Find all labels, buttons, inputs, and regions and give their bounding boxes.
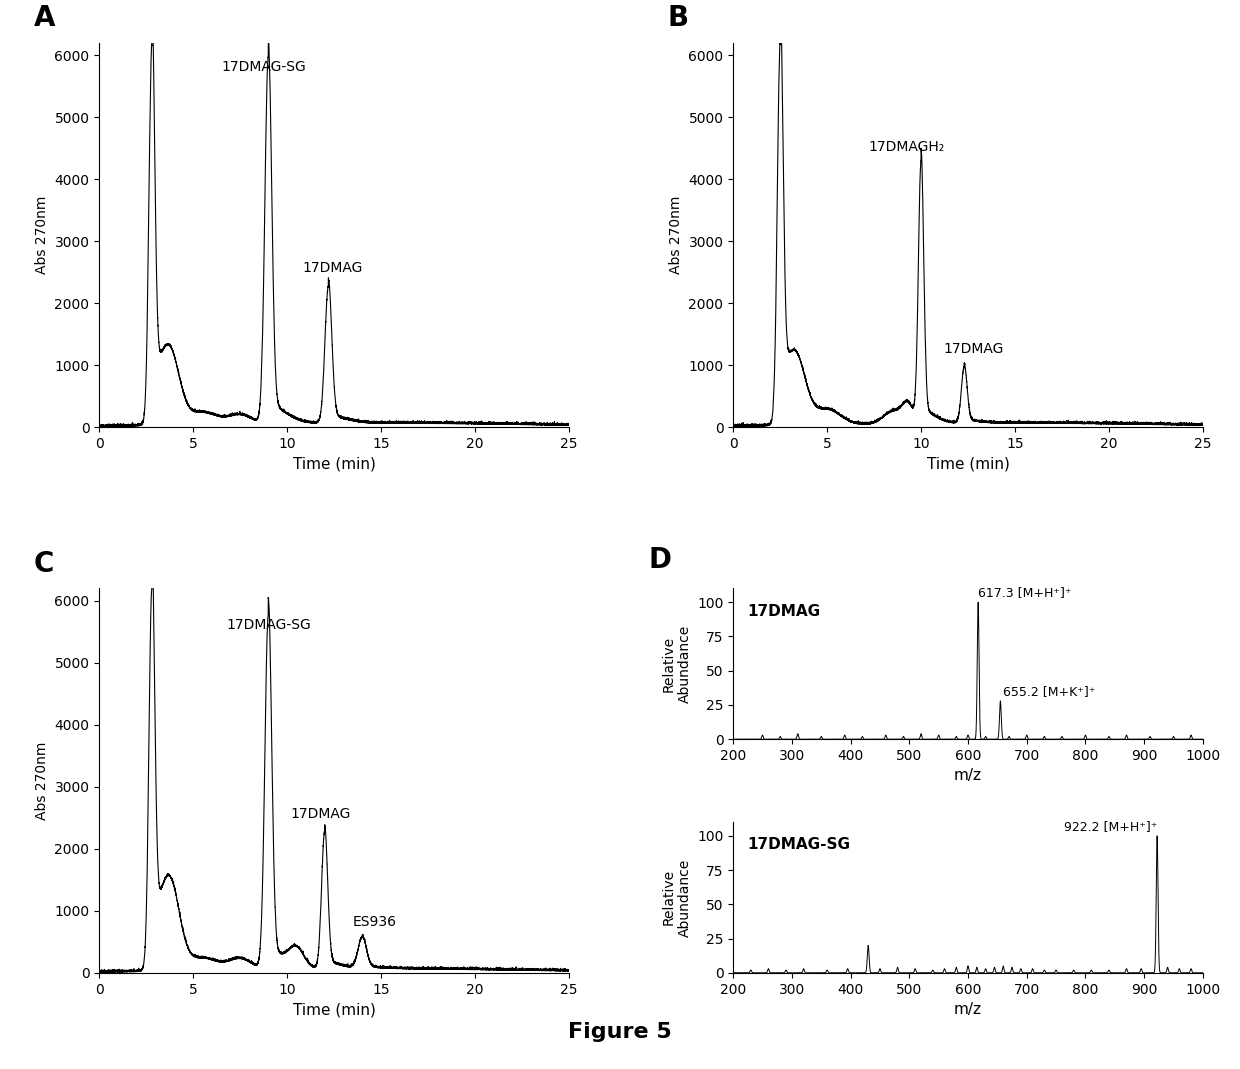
Text: 17DMAG: 17DMAG bbox=[291, 807, 351, 821]
Text: 922.2 [M+H⁺]⁺: 922.2 [M+H⁺]⁺ bbox=[1064, 820, 1157, 833]
Text: 17DMAG: 17DMAG bbox=[303, 261, 362, 275]
X-axis label: Time (min): Time (min) bbox=[293, 456, 376, 471]
Text: 17DMAG-SG: 17DMAG-SG bbox=[748, 837, 851, 852]
Text: ES936: ES936 bbox=[353, 915, 397, 929]
Text: 17DMAGH₂: 17DMAGH₂ bbox=[868, 140, 945, 154]
Text: B: B bbox=[667, 4, 688, 32]
Y-axis label: Abs 270nm: Abs 270nm bbox=[35, 196, 48, 274]
Text: Figure 5: Figure 5 bbox=[568, 1022, 672, 1042]
Y-axis label: Relative
Abundance: Relative Abundance bbox=[661, 858, 692, 936]
Y-axis label: Abs 270nm: Abs 270nm bbox=[35, 742, 48, 820]
Text: 617.3 [M+H⁺]⁺: 617.3 [M+H⁺]⁺ bbox=[978, 587, 1071, 600]
X-axis label: m/z: m/z bbox=[954, 769, 982, 784]
Text: 17DMAG: 17DMAG bbox=[748, 604, 821, 619]
X-axis label: m/z: m/z bbox=[954, 1002, 982, 1017]
Text: 17DMAG-SG: 17DMAG-SG bbox=[221, 60, 306, 74]
Text: 17DMAG-SG: 17DMAG-SG bbox=[227, 618, 311, 632]
Text: 17DMAG: 17DMAG bbox=[944, 342, 1004, 356]
X-axis label: Time (min): Time (min) bbox=[926, 456, 1009, 471]
X-axis label: Time (min): Time (min) bbox=[293, 1002, 376, 1017]
Text: D: D bbox=[649, 546, 672, 574]
Y-axis label: Abs 270nm: Abs 270nm bbox=[668, 196, 683, 274]
Text: A: A bbox=[33, 4, 55, 32]
Y-axis label: Relative
Abundance: Relative Abundance bbox=[661, 624, 692, 703]
Text: 655.2 [M+K⁺]⁺: 655.2 [M+K⁺]⁺ bbox=[1003, 685, 1095, 698]
Text: C: C bbox=[33, 551, 53, 578]
